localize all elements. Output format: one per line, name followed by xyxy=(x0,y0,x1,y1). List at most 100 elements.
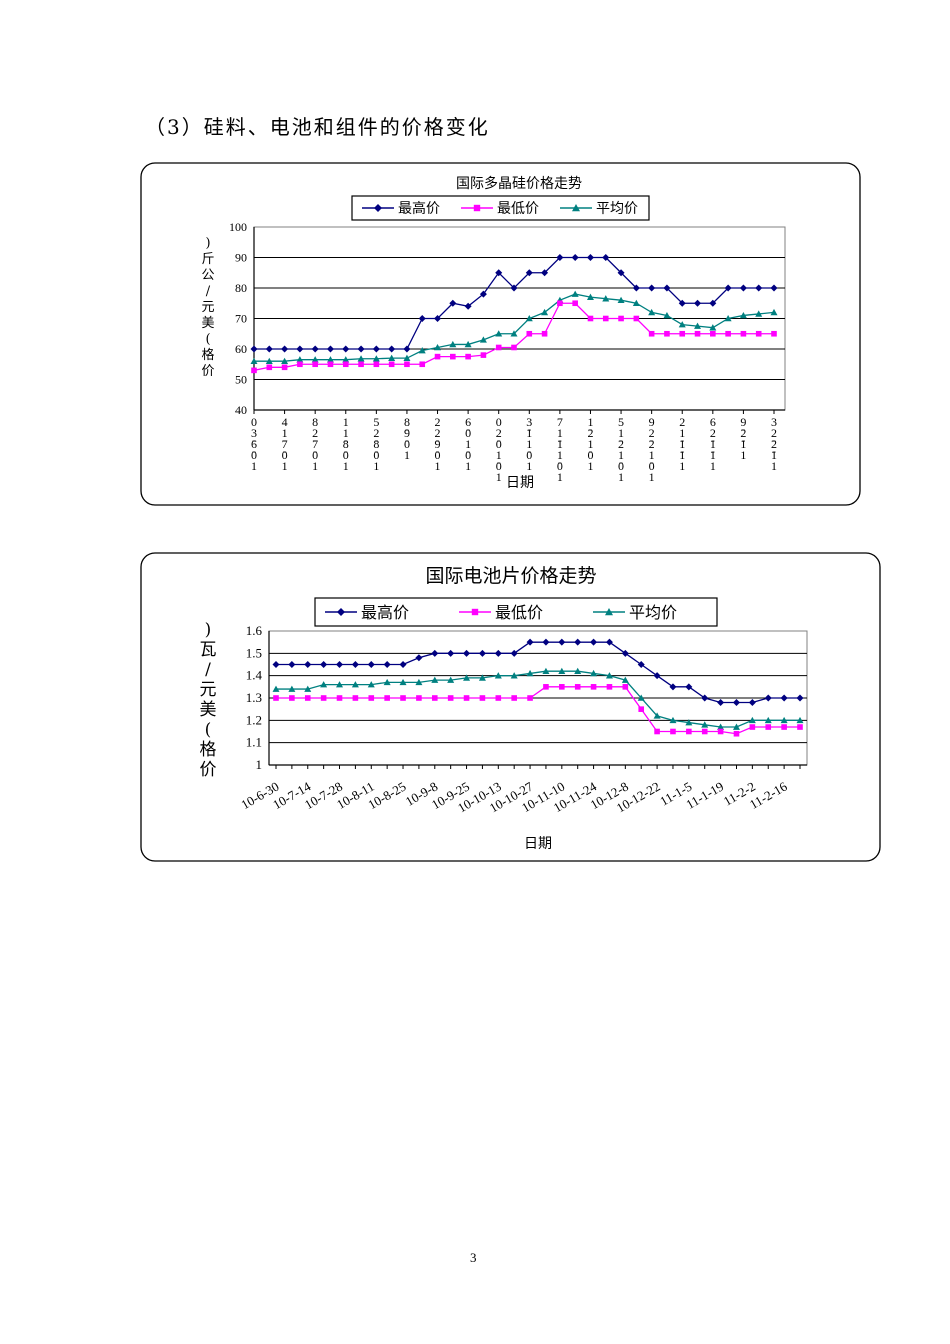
x-tick-char: 9 xyxy=(649,415,655,429)
triangle-marker xyxy=(342,356,350,363)
triangle-marker xyxy=(558,667,566,674)
square-marker xyxy=(511,344,517,351)
triangle-marker xyxy=(478,674,486,681)
x-tick-char: 1 xyxy=(465,437,471,451)
x-tick-char: 1 xyxy=(557,437,563,451)
square-marker xyxy=(404,361,410,368)
legend-item: 最低价 xyxy=(459,604,543,622)
x-tick-char: 2 xyxy=(435,426,441,440)
triangle-marker xyxy=(653,712,661,719)
diamond-marker xyxy=(447,649,455,657)
square-marker xyxy=(717,728,724,735)
triangle-marker xyxy=(434,343,442,351)
chart-title: 国际多晶硅价格走势 xyxy=(456,175,582,192)
x-tick-char: 1 xyxy=(526,426,532,440)
diamond-marker xyxy=(250,345,258,353)
diamond-marker xyxy=(732,698,740,706)
x-tick-char: - xyxy=(650,455,654,469)
square-marker xyxy=(527,695,533,701)
diamond-marker xyxy=(709,299,717,307)
x-tick-char: 5 xyxy=(618,415,624,429)
diamond-marker xyxy=(755,284,763,292)
x-tick-char: 1 xyxy=(557,426,563,440)
diamond-marker xyxy=(304,661,312,668)
triangle-marker xyxy=(367,681,375,688)
x-tick-char: 1 xyxy=(312,459,318,473)
triangle-marker xyxy=(770,308,778,316)
triangle-marker xyxy=(701,721,709,728)
x-tick-char: - xyxy=(588,422,592,436)
diamond-marker xyxy=(288,661,296,668)
square-marker xyxy=(725,330,731,337)
x-tick-char: 0 xyxy=(557,459,563,473)
x-tick-char: 0 xyxy=(587,448,593,462)
x-tick-char: 0 xyxy=(496,415,502,429)
triangle-marker xyxy=(272,685,280,692)
triangle-marker xyxy=(311,356,319,363)
triangle-marker xyxy=(281,357,289,364)
x-tick-char: 1 xyxy=(435,459,441,473)
square-marker xyxy=(606,684,613,690)
triangle-marker xyxy=(602,295,610,302)
x-tick-char: 1 xyxy=(679,437,685,451)
x-tick-label: 8-9-0 1 xyxy=(404,415,410,462)
diamond-marker xyxy=(311,345,319,353)
x-tick-char: 8 xyxy=(373,437,379,451)
series-square xyxy=(251,300,777,374)
diamond-marker xyxy=(431,649,439,657)
triangle-marker xyxy=(632,299,640,307)
legend-item: 最低价 xyxy=(461,201,539,217)
x-tick-char: - xyxy=(252,433,256,447)
diamond-marker xyxy=(621,649,629,657)
diamond-marker xyxy=(663,284,671,292)
diamond-marker xyxy=(281,345,289,353)
square-marker xyxy=(297,361,303,368)
x-tick-char: - xyxy=(313,444,317,458)
triangle-marker xyxy=(288,685,296,692)
diamond-marker xyxy=(739,284,747,292)
x-tick-label: 0 2-0 1-0 1 xyxy=(496,415,502,484)
x-tick-char: - xyxy=(374,444,378,458)
diamond-marker xyxy=(605,638,613,646)
y-tick-label: 1.6 xyxy=(246,623,263,638)
x-tick-char: - xyxy=(466,422,470,436)
x-tick-char: 0 xyxy=(251,415,257,429)
square-marker xyxy=(541,330,548,337)
x-tick-char: 0 xyxy=(465,426,471,440)
square-marker xyxy=(304,695,311,701)
x-tick-char: 3 xyxy=(251,426,257,440)
square-marker xyxy=(701,728,708,735)
y-tick-label: 1.2 xyxy=(246,712,262,727)
x-tick-label: 5 2-8-0 1 xyxy=(373,415,379,473)
triangle-marker xyxy=(351,681,359,688)
y-tick-label: 1.5 xyxy=(246,645,262,660)
triangle-marker xyxy=(572,204,580,212)
x-tick-char: 1 xyxy=(373,459,379,473)
square-marker xyxy=(622,684,629,690)
y-tick-label: 1 xyxy=(256,757,263,772)
x-tick-char: 6 xyxy=(710,415,716,429)
triangle-marker xyxy=(748,716,756,724)
diamond-marker xyxy=(653,672,661,680)
triangle-marker xyxy=(780,716,788,724)
x-tick-label: 9-2-1 1 xyxy=(740,415,746,462)
x-tick-char: - xyxy=(436,433,440,447)
triangle-marker xyxy=(388,354,396,361)
square-marker xyxy=(733,730,740,737)
diamond-marker xyxy=(685,683,693,691)
square-marker xyxy=(352,695,359,701)
triangle-marker xyxy=(542,667,550,674)
square-marker xyxy=(342,361,349,368)
diamond-marker xyxy=(388,345,396,353)
triangle-marker xyxy=(717,723,725,730)
x-tick-char: - xyxy=(711,433,715,447)
x-tick-char: 1 xyxy=(710,459,716,473)
x-tick-char: 0 xyxy=(496,437,502,451)
x-tick-label: 4 1-7-0 1 xyxy=(282,415,288,473)
square-marker xyxy=(526,330,533,337)
series-triangle xyxy=(272,667,804,730)
x-tick-char: - xyxy=(619,455,623,469)
diamond-marker xyxy=(748,698,756,706)
